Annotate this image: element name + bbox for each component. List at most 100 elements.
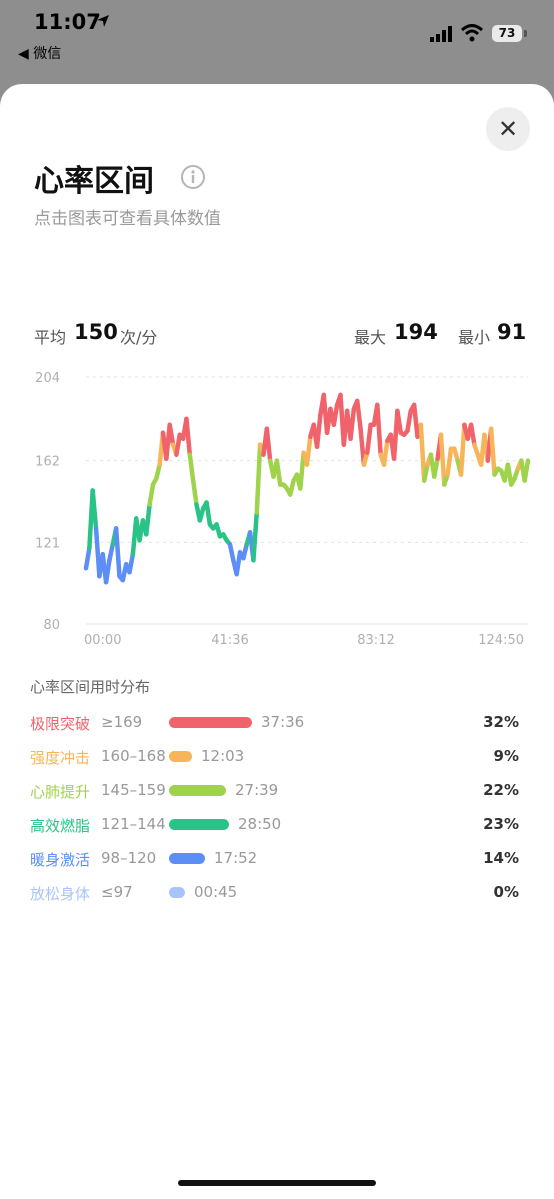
zone-percent: 9%	[493, 747, 519, 765]
heart-rate-segment[interactable]	[331, 402, 340, 428]
min-value: 91	[497, 320, 527, 344]
heart-rate-segment[interactable]	[458, 422, 467, 477]
heart-rate-segment[interactable]	[421, 462, 430, 483]
cellular-signal-icon	[430, 26, 452, 42]
zone-row: 高效燃脂 121–144 28:50 23%	[30, 813, 524, 837]
page-title: 心率区间	[34, 164, 154, 199]
zone-range: 145–159	[101, 781, 166, 799]
heart-rate-segment[interactable]	[147, 482, 156, 507]
heart-rate-segment[interactable]	[254, 442, 263, 515]
min-label: 最小	[458, 328, 491, 347]
heart-rate-segment[interactable]	[288, 478, 296, 497]
heart-rate-segment[interactable]	[251, 510, 260, 563]
heart-rate-chart[interactable]: 80 121 162 204 00:00 41:36 83:12 124:50	[0, 360, 554, 660]
y-tick-label: 80	[43, 618, 60, 633]
heart-rate-segment[interactable]	[127, 552, 136, 575]
heart-rate-segment[interactable]	[90, 488, 99, 531]
heart-rate-segment[interactable]	[348, 406, 357, 441]
heart-rate-segment[interactable]	[264, 426, 273, 463]
heart-rate-segment[interactable]	[304, 434, 313, 467]
heart-rate-segment[interactable]	[375, 402, 383, 457]
x-tick-label: 124:50	[478, 633, 524, 648]
zone-range: ≤97	[101, 883, 133, 901]
home-indicator	[178, 1180, 376, 1186]
zone-bar	[169, 785, 226, 796]
zone-bar	[169, 751, 192, 762]
heart-rate-segment[interactable]	[174, 432, 183, 457]
page-subtitle: 点击图表可查看具体数值	[34, 209, 221, 229]
heart-rate-segment[interactable]	[204, 500, 213, 527]
zone-percent: 0%	[493, 883, 519, 901]
zone-range: ≥169	[101, 713, 143, 731]
heart-rate-segment[interactable]	[83, 546, 92, 571]
zone-name: 极限突破	[30, 715, 91, 733]
battery-icon: 73	[492, 25, 522, 42]
x-tick-label: 83:12	[357, 633, 394, 648]
heart-rate-segment[interactable]	[103, 558, 112, 585]
x-tick-label: 41:36	[211, 633, 248, 648]
zone-percent: 23%	[483, 815, 519, 833]
heart-rate-segment[interactable]	[241, 542, 249, 561]
battery-cap	[524, 30, 527, 37]
heart-rate-segment[interactable]	[184, 416, 193, 457]
heart-rate-segment[interactable]	[522, 458, 531, 483]
heart-rate-segment[interactable]	[405, 408, 414, 434]
zone-percent: 22%	[483, 781, 519, 799]
heart-rate-segment[interactable]	[144, 502, 152, 537]
heart-rate-segment[interactable]	[445, 446, 454, 477]
heart-rate-segment[interactable]	[190, 478, 199, 507]
zone-bar	[169, 887, 185, 898]
zone-name: 暖身激活	[30, 851, 91, 869]
zone-row: 强度冲击 160–168 12:03 9%	[30, 745, 524, 769]
heart-rate-segment[interactable]	[418, 422, 427, 483]
status-bar: 11:07 ◀ 微信 73	[0, 0, 554, 80]
avg-label: 平均	[34, 328, 67, 347]
info-icon[interactable]	[180, 164, 206, 190]
heart-rate-segment[interactable]	[431, 456, 440, 479]
zone-time: 12:03	[201, 747, 245, 765]
avg-unit: 次/分	[120, 328, 158, 347]
close-button[interactable]: ✕	[486, 107, 530, 151]
heart-rate-segment[interactable]	[381, 438, 390, 467]
heart-rate-segment[interactable]	[113, 526, 122, 579]
heart-rate-segment[interactable]	[154, 462, 162, 481]
wifi-icon	[461, 24, 483, 42]
heart-rate-segment[interactable]	[107, 542, 116, 563]
heart-rate-segment[interactable]	[365, 422, 373, 455]
zone-bar	[169, 853, 205, 864]
zone-percent: 32%	[483, 713, 519, 731]
zone-percent: 14%	[483, 849, 519, 867]
x-tick-label: 00:00	[84, 633, 121, 648]
y-tick-label: 121	[35, 536, 60, 551]
heart-rate-segment[interactable]	[468, 422, 477, 447]
zone-bar	[169, 717, 252, 728]
heart-rate-segment[interactable]	[187, 452, 196, 483]
heart-rate-segment[interactable]	[354, 398, 363, 432]
zone-time: 37:36	[261, 713, 305, 731]
zone-row: 心肺提升 145–159 27:39 22%	[30, 779, 524, 803]
heart-rate-segment[interactable]	[395, 408, 404, 436]
y-tick-label: 204	[35, 371, 60, 386]
heart-rate-segment[interactable]	[227, 542, 236, 563]
zone-range: 98–120	[101, 849, 157, 867]
zone-time: 28:50	[238, 815, 282, 833]
heart-rate-segment[interactable]	[167, 422, 176, 447]
avg-value: 150	[74, 320, 118, 344]
heart-rate-zone-sheet	[0, 84, 554, 1199]
heart-rate-segment[interactable]	[314, 412, 323, 449]
heart-rate-segment[interactable]	[488, 426, 497, 477]
zone-row: 极限突破 ≥169 37:36 32%	[30, 711, 524, 735]
zone-name: 放松身体	[30, 885, 91, 903]
zone-range: 121–144	[101, 815, 166, 833]
max-value: 194	[394, 320, 438, 344]
back-to-app-link[interactable]: ◀ 微信	[18, 46, 62, 62]
zone-range: 160–168	[101, 747, 166, 765]
zone-time: 27:39	[235, 781, 279, 799]
distribution-title: 心率区间用时分布	[30, 678, 151, 696]
zone-name: 高效燃脂	[30, 817, 91, 835]
heart-rate-segment[interactable]	[234, 550, 243, 577]
heart-rate-segment[interactable]	[274, 458, 283, 487]
zone-time: 00:45	[194, 883, 238, 901]
zone-bar	[169, 819, 229, 830]
heart-rate-segment[interactable]	[438, 432, 447, 487]
